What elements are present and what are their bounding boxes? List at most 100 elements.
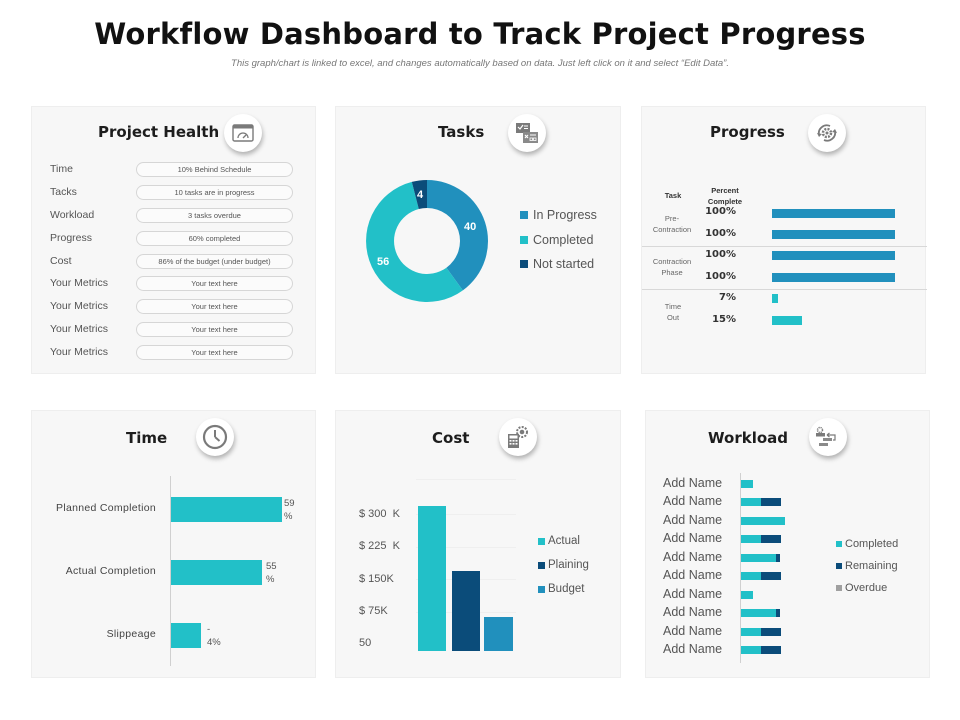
workload-name: Add Name — [663, 605, 723, 619]
legend-budget: Budget — [538, 583, 584, 595]
legend-actual: Actual — [538, 535, 580, 547]
workload-name: Add Name — [663, 568, 723, 582]
y-tick: $ 75K — [359, 605, 388, 617]
panel-title: Time — [126, 429, 168, 447]
legend-not-started: Not started — [520, 257, 594, 271]
legend-swatch — [538, 561, 545, 569]
bar-remaining — [761, 628, 781, 636]
workload-name: Add Name — [663, 494, 723, 508]
bar-completed — [741, 554, 776, 562]
health-value-field[interactable]: 3 tasks overdue — [136, 208, 293, 223]
progress-bar — [772, 316, 802, 325]
bar-remaining — [761, 646, 781, 654]
cost-panel: Cost $ 300 K $ 225 K $ 150K $ 75K 50 Act… — [335, 410, 621, 678]
workload-name: Add Name — [663, 642, 723, 656]
health-label: Your Metrics — [50, 346, 108, 358]
time-panel: Time Planned Completion 59% Actual Compl… — [31, 410, 316, 678]
panel-title: Cost — [432, 429, 470, 447]
workload-panel: Workload Add Name Add Name Add Name Add … — [645, 410, 930, 678]
health-value-field[interactable]: 60% completed — [136, 231, 293, 246]
project-health-panel: Project Health Time 10% Behind Schedule … — [31, 106, 316, 374]
health-row-progress: Progress 60% completed — [50, 231, 300, 247]
workflow-process-icon — [809, 418, 847, 456]
bar-budget[interactable] — [484, 617, 513, 651]
gridline — [416, 547, 516, 548]
column-header-percent: Percent Complete — [707, 186, 743, 206]
bar-completed — [741, 572, 761, 580]
legend-swatch — [520, 211, 528, 219]
group-label: Time Out — [664, 302, 682, 322]
progress-bar — [772, 209, 895, 218]
health-row-tasks: Tacks 10 tasks are in progress — [50, 185, 300, 201]
legend-swatch — [836, 541, 842, 547]
health-value-field[interactable]: 10% Behind Schedule — [136, 162, 293, 177]
task-checklist-icon — [508, 114, 546, 152]
legend-remaining: Remaining — [836, 560, 898, 572]
health-label: Your Metrics — [50, 300, 108, 312]
legend-swatch — [538, 585, 545, 593]
bar-completed — [741, 498, 761, 506]
workload-name: Add Name — [663, 624, 723, 638]
panel-title: Workload — [708, 429, 788, 447]
workload-name: Add Name — [663, 531, 723, 545]
bar-remaining — [776, 554, 780, 562]
bar-remaining — [761, 498, 781, 506]
bar-completed — [741, 535, 761, 543]
y-axis — [740, 473, 741, 663]
donut-label-in-progress: 40 — [464, 221, 477, 233]
percent-value: 100% — [705, 206, 736, 217]
health-row-workload: Workload 3 tasks overdue — [50, 208, 300, 224]
panel-title: Project Health — [98, 123, 220, 141]
donut-slice-not-started — [411, 179, 427, 210]
health-row-metric: Your Metrics Your text here — [50, 276, 300, 292]
health-label: Cost — [50, 255, 72, 267]
health-value-field[interactable]: Your text here — [136, 345, 293, 360]
page-subtitle: This graph/chart is linked to excel, and… — [231, 58, 729, 69]
health-value-field[interactable]: Your text here — [136, 299, 293, 314]
bar-actual[interactable] — [418, 506, 446, 651]
bar-planned-completion[interactable] — [171, 497, 282, 522]
bar-slippeage[interactable] — [171, 623, 201, 648]
health-row-metric: Your Metrics Your text here — [50, 299, 300, 315]
health-value-field[interactable]: 10 tasks are in progress — [136, 185, 293, 200]
bar-value: 59% — [284, 498, 295, 522]
health-value-field[interactable]: 86% of the budget (under budget) — [136, 254, 293, 269]
y-tick: $ 225 K — [359, 540, 400, 552]
health-value-field[interactable]: Your text here — [136, 276, 293, 291]
bar-label: Actual Completion — [65, 565, 156, 577]
gridline — [416, 479, 516, 480]
tasks-donut-chart[interactable] — [357, 171, 497, 311]
panel-title: Progress — [710, 123, 785, 141]
bar-value: -4% — [207, 624, 221, 648]
legend-in-progress: In Progress — [520, 208, 597, 222]
gridline — [416, 514, 516, 515]
bar-plaining[interactable] — [452, 571, 480, 651]
legend-swatch — [520, 236, 528, 244]
donut-slice-in-progress — [427, 180, 489, 291]
workload-name: Add Name — [663, 587, 723, 601]
legend-overdue: Overdue — [836, 582, 887, 594]
bar-actual-completion[interactable] — [171, 560, 262, 585]
percent-value: 100% — [705, 249, 736, 260]
y-tick: $ 150K — [359, 573, 394, 585]
health-label: Your Metrics — [50, 323, 108, 335]
percent-value: 100% — [705, 271, 736, 282]
health-label: Your Metrics — [50, 277, 108, 289]
gear-cycle-icon — [808, 114, 846, 152]
health-row-cost: Cost 86% of the budget (under budget) — [50, 254, 300, 270]
group-label: Pre-Contraction — [652, 214, 692, 234]
y-tick: $ 300 K — [359, 508, 400, 520]
donut-label-not-started: 4 — [417, 189, 424, 201]
health-row-metric: Your Metrics Your text here — [50, 345, 300, 361]
progress-bar — [772, 230, 895, 239]
health-row-time: Time 10% Behind Schedule — [50, 162, 300, 178]
y-tick: 50 — [359, 637, 372, 649]
health-value-field[interactable]: Your text here — [136, 322, 293, 337]
y-axis — [170, 476, 171, 666]
group-label: Contraction Phase — [652, 257, 692, 277]
progress-panel: Progress Task Percent Complete Pre-Contr… — [641, 106, 927, 374]
percent-value: 100% — [705, 228, 736, 239]
legend-plaining: Plaining — [538, 559, 589, 571]
legend-completed: Completed — [520, 233, 593, 247]
health-label: Workload — [50, 209, 95, 221]
